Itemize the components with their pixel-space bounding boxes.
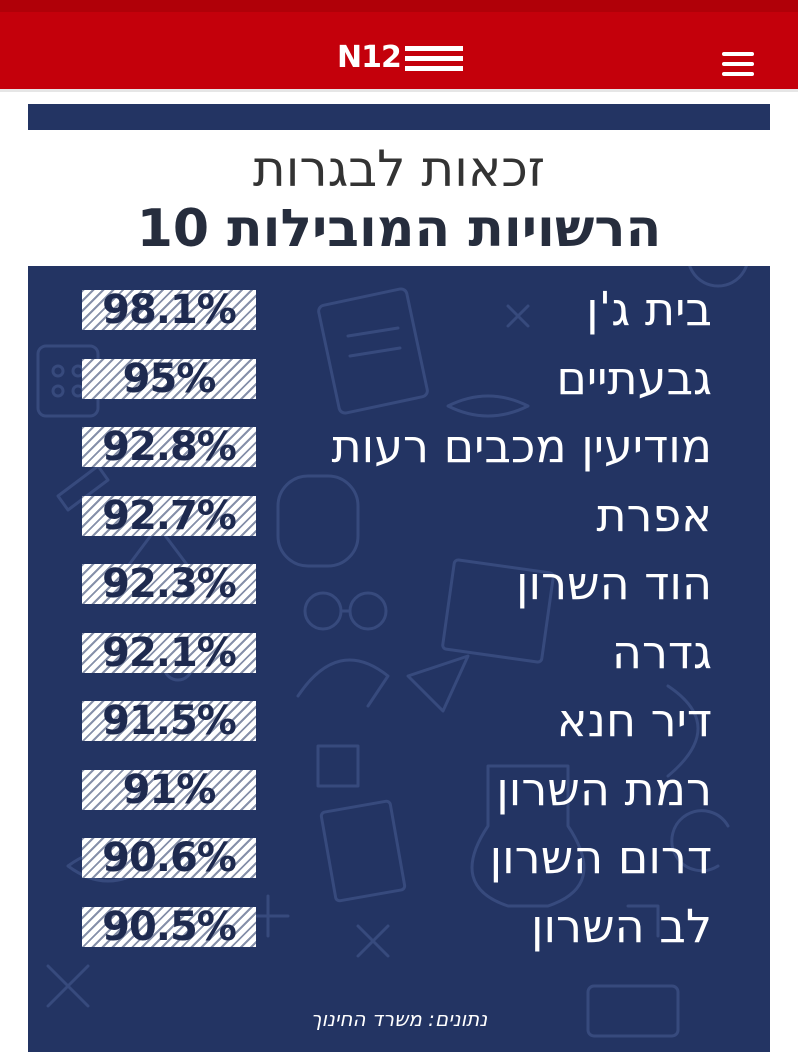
infographic-subtitle: 10 הרשויות המובילות <box>136 199 662 259</box>
hamburger-menu-icon[interactable] <box>716 48 760 80</box>
eligibility-percentage: 92.7% <box>82 495 256 536</box>
site-header: N12 <box>0 0 798 92</box>
rankings-panel: 98.1% בית ג'ן 95% גבעתיים 92.8% מודיעין מכבים… <box>28 266 770 1052</box>
infographic-title: זכאות לבגרות <box>252 140 546 198</box>
ranking-row: 90.6% דרום השרון <box>28 822 770 892</box>
data-source-credit: נתונים: משרד החינוך <box>310 1007 488 1031</box>
infographic-top-strip <box>28 104 770 130</box>
eligibility-percentage: 92.8% <box>82 427 256 467</box>
logo-stripes-icon <box>404 45 463 71</box>
municipality-name: בית ג'ן <box>586 282 712 336</box>
eligibility-percentage: 98.1% <box>82 290 256 330</box>
ranking-row: 92.7% אפרת <box>28 480 770 550</box>
eligibility-percentage: 91.5% <box>82 701 256 741</box>
ranking-row: 92.8% מודיעין מכבים רעות <box>28 411 770 481</box>
ranking-row: 92.3% הוד השרון <box>28 548 770 618</box>
municipality-name: מודיעין מכבים רעות <box>331 419 712 473</box>
municipality-name: אפרת <box>596 487 712 542</box>
ranking-row: 91% רמת השרון <box>28 754 770 824</box>
eligibility-percentage: 92.1% <box>82 632 256 673</box>
n12-logo[interactable]: N12 <box>337 38 463 78</box>
eligibility-percentage: 91% <box>82 769 256 810</box>
municipality-name: גבעתיים <box>556 350 712 405</box>
eligibility-percentage: 90.6% <box>82 838 256 878</box>
eligibility-percentage: 95% <box>82 358 256 399</box>
municipality-name: דיר חנא <box>556 693 712 747</box>
municipality-name: גדרה <box>611 624 712 679</box>
infographic-title-block: זכאות לבגרות 10 הרשויות המובילות <box>28 138 770 266</box>
municipality-name: רמת השרון <box>496 761 712 816</box>
municipality-name: לב השרון <box>530 898 712 953</box>
municipality-name: דרום השרון <box>489 830 712 884</box>
ranking-row: 95% גבעתיים <box>28 343 770 413</box>
logo-text: N12 <box>337 40 402 75</box>
eligibility-percentage: 90.5% <box>82 906 256 947</box>
ranking-row: 90.5% לב השרון <box>28 891 770 961</box>
ranking-row: 91.5% דיר חנא <box>28 685 770 755</box>
ranking-row: 92.1% גדרה <box>28 617 770 687</box>
eligibility-percentage: 92.3% <box>82 564 256 604</box>
ranking-row: 98.1% בית ג'ן <box>28 274 770 344</box>
municipality-name: הוד השרון <box>516 556 712 610</box>
